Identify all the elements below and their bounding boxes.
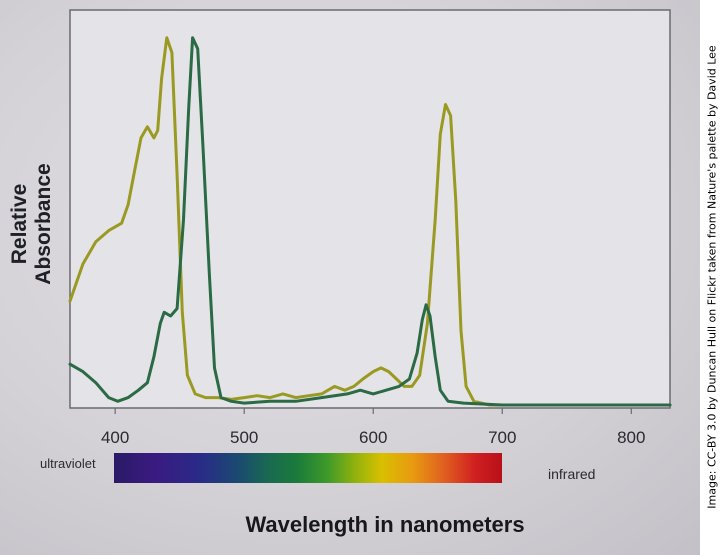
x-tick-label-500: 500	[230, 428, 258, 447]
series-line-0	[68, 36, 672, 407]
plot-area	[69, 9, 671, 409]
spectrum-label-ultraviolet: ultraviolet	[40, 456, 96, 471]
series-layer	[68, 36, 672, 407]
x-tick-label-600: 600	[359, 428, 387, 447]
tick-layer: 400 500 600 700 800	[101, 408, 645, 447]
series-line-1	[68, 36, 672, 407]
image-credit: Image: CC-BY 3.0 by Duncan Hull on Flick…	[705, 45, 719, 509]
spectrum-label-infrared: infrared	[548, 466, 596, 482]
credit-strip	[700, 0, 724, 555]
x-tick-label-800: 800	[617, 428, 645, 447]
chart: 400 500 600 700 800	[68, 9, 672, 447]
y-axis-label: Relative Absorbance	[8, 163, 55, 285]
visible-spectrum-bar	[114, 453, 502, 483]
x-axis-label: Wavelength in nanometers	[245, 512, 525, 537]
x-tick-label-400: 400	[101, 428, 129, 447]
x-tick-label-700: 700	[488, 428, 516, 447]
